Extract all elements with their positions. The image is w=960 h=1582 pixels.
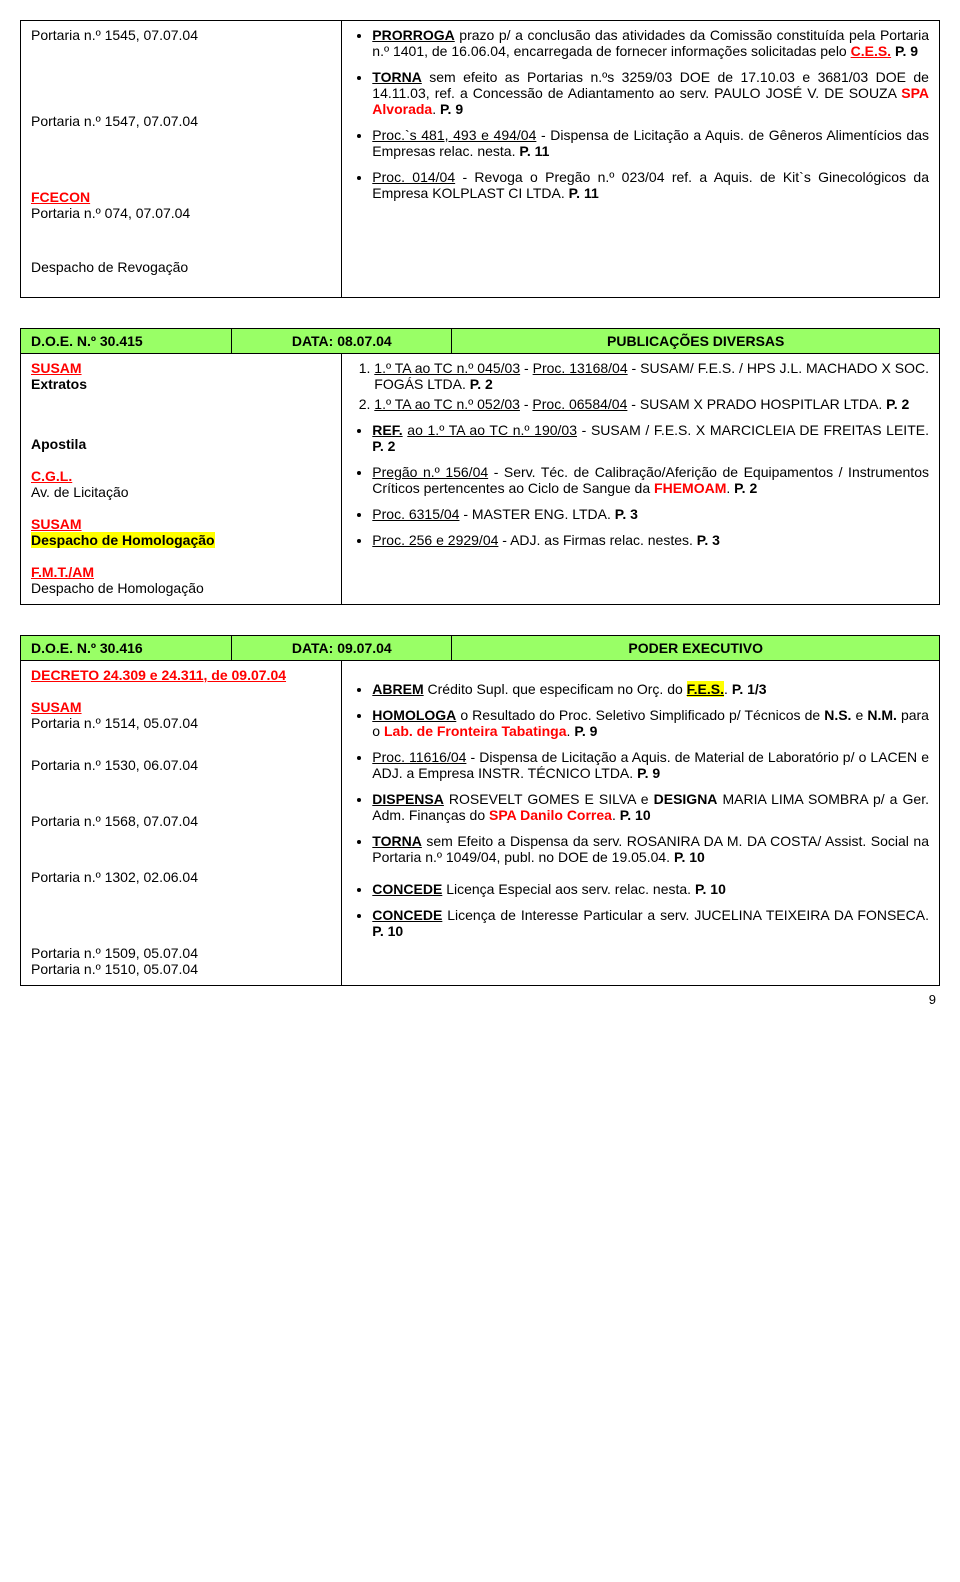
text: Portaria n.º 074, 07.07.04: [31, 205, 190, 221]
list-item: 1.º TA ao TC n.º 052/03 - Proc. 06584/04…: [374, 396, 929, 412]
bullet-list: ABREM Crédito Supl. que especificam no O…: [352, 681, 929, 939]
header-right: PODER EXECUTIVO: [452, 636, 939, 660]
record-box-2: D.O.E. N.º 30.415 DATA: 08.07.04 PUBLICA…: [20, 328, 940, 605]
bullet-item: Proc. 014/04 - Revoga o Pregão n.º 023/0…: [372, 169, 929, 201]
header-row: D.O.E. N.º 30.416 DATA: 09.07.04 PODER E…: [21, 636, 939, 661]
bullet-item: DISPENSA ROSEVELT GOMES E SILVA e DESIGN…: [372, 791, 929, 823]
left-entry: Portaria n.º 1547, 07.07.04: [31, 113, 331, 129]
left-entry: DECRETO 24.309 e 24.311, de 09.07.04: [31, 667, 331, 683]
bullet-list: REF. ao 1.º TA ao TC n.º 190/03 - SUSAM …: [352, 422, 929, 548]
page-number: 9: [20, 992, 940, 1007]
bullet-item: PRORROGA prazo p/ a conclusão das ativid…: [372, 27, 929, 59]
org-label: SUSAM: [31, 360, 82, 376]
bullet-list: PRORROGA prazo p/ a conclusão das ativid…: [352, 27, 929, 201]
header-center: DATA: 08.07.04: [232, 329, 452, 353]
list-item: 1.º TA ao TC n.º 045/03 - Proc. 13168/04…: [374, 360, 929, 392]
ordered-list: 1.º TA ao TC n.º 045/03 - Proc. 13168/04…: [352, 360, 929, 412]
box1-left-col: Portaria n.º 1545, 07.07.04 Portaria n.º…: [21, 21, 342, 297]
left-entry: F.M.T./AM Despacho de Homologação: [31, 564, 331, 596]
left-entry: FCECON Portaria n.º 074, 07.07.04: [31, 189, 331, 221]
text: Portaria n.º 1545, 07.07.04: [31, 27, 198, 43]
decree-label: DECRETO 24.309 e 24.311, de 09.07.04: [31, 667, 286, 683]
bullet-item: Proc. 11616/04 - Dispensa de Licitação a…: [372, 749, 929, 781]
org-label: FCECON: [31, 189, 90, 205]
bullet-item: TORNA sem Efeito a Dispensa da serv. ROS…: [372, 833, 929, 865]
box2-left-col: SUSAM Extratos Apostila C.G.L. Av. de Li…: [21, 354, 342, 604]
bullet-item: Proc.`s 481, 493 e 494/04 - Dispensa de …: [372, 127, 929, 159]
left-entry: Portaria n.º 1510, 05.07.04: [31, 961, 331, 977]
text: Extratos: [31, 376, 87, 392]
left-entry: Portaria n.º 1568, 07.07.04: [31, 813, 331, 829]
record-box-1: Portaria n.º 1545, 07.07.04 Portaria n.º…: [20, 20, 940, 298]
text: Portaria n.º 1530, 06.07.04: [31, 757, 198, 773]
bullet-item: Proc. 6315/04 - MASTER ENG. LTDA. P. 3: [372, 506, 929, 522]
box1-right-col: PRORROGA prazo p/ a conclusão das ativid…: [342, 21, 939, 297]
header-center: DATA: 09.07.04: [232, 636, 452, 660]
left-entry: Portaria n.º 1302, 02.06.04: [31, 869, 331, 885]
header-left: D.O.E. N.º 30.415: [21, 329, 232, 353]
bullet-item: CONCEDE Licença de Interesse Particular …: [372, 907, 929, 939]
text: Portaria n.º 1547, 07.07.04: [31, 113, 198, 129]
org-label: SUSAM: [31, 516, 82, 532]
bullet-item: CONCEDE Licença Especial aos serv. relac…: [372, 881, 929, 897]
header-row: D.O.E. N.º 30.415 DATA: 08.07.04 PUBLICA…: [21, 329, 939, 354]
left-entry: Despacho de Revogação: [31, 259, 331, 275]
left-entry: Apostila: [31, 436, 331, 452]
org-label: SUSAM: [31, 699, 82, 715]
bullet-item: ABREM Crédito Supl. que especificam no O…: [372, 681, 929, 697]
text: Portaria n.º 1568, 07.07.04: [31, 813, 198, 829]
bullet-item: TORNA sem efeito as Portarias n.ºs 3259/…: [372, 69, 929, 117]
box2-right-col: 1.º TA ao TC n.º 045/03 - Proc. 13168/04…: [342, 354, 939, 604]
bullet-item: Proc. 256 e 2929/04 - ADJ. as Firmas rel…: [372, 532, 929, 548]
text: Portaria n.º 1510, 05.07.04: [31, 961, 198, 977]
text: Av. de Licitação: [31, 484, 129, 500]
box3-right-col: ABREM Crédito Supl. que especificam no O…: [342, 661, 939, 985]
left-entry: C.G.L. Av. de Licitação: [31, 468, 331, 500]
text: Portaria n.º 1302, 02.06.04: [31, 869, 198, 885]
text: Portaria n.º 1514, 05.07.04: [31, 715, 198, 731]
left-entry: SUSAM Portaria n.º 1514, 05.07.04: [31, 699, 331, 731]
left-entry: Portaria n.º 1545, 07.07.04: [31, 27, 331, 43]
bullet-item: Pregão n.º 156/04 - Serv. Téc. de Calibr…: [372, 464, 929, 496]
text: Despacho de Revogação: [31, 259, 188, 275]
left-entry: Portaria n.º 1509, 05.07.04: [31, 945, 331, 961]
left-entry: SUSAM Despacho de Homologação: [31, 516, 331, 548]
header-left: D.O.E. N.º 30.416: [21, 636, 232, 660]
highlighted-text: Despacho de Homologação: [31, 532, 215, 548]
text: Apostila: [31, 436, 86, 452]
bullet-item: REF. ao 1.º TA ao TC n.º 190/03 - SUSAM …: [372, 422, 929, 454]
record-box-3: D.O.E. N.º 30.416 DATA: 09.07.04 PODER E…: [20, 635, 940, 986]
left-entry: Portaria n.º 1530, 06.07.04: [31, 757, 331, 773]
bullet-item: HOMOLOGA o Resultado do Proc. Seletivo S…: [372, 707, 929, 739]
header-right: PUBLICAÇÕES DIVERSAS: [452, 329, 939, 353]
box3-left-col: DECRETO 24.309 e 24.311, de 09.07.04 SUS…: [21, 661, 342, 985]
org-label: F.M.T./AM: [31, 564, 94, 580]
text: Despacho de Homologação: [31, 580, 204, 596]
text: Portaria n.º 1509, 05.07.04: [31, 945, 198, 961]
org-label: C.G.L.: [31, 468, 72, 484]
left-entry: SUSAM Extratos: [31, 360, 331, 392]
